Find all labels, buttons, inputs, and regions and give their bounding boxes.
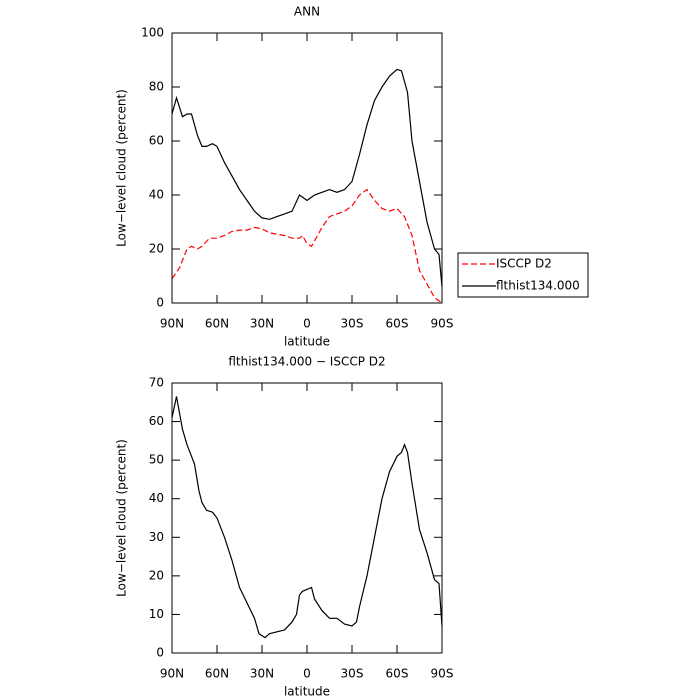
legend-label: ISCCP D2 [496,257,552,271]
x-tick-label: 60S [386,667,409,681]
x-tick-label: 30N [250,317,274,331]
x-tick-label: 0 [303,667,311,681]
y-tick-label: 20 [149,242,164,256]
x-tick-label: 90N [160,317,184,331]
legend-box [457,252,589,298]
y-tick-label: 60 [149,414,164,428]
x-tick-label: 60S [386,317,409,331]
x-axis-label: latitude [284,335,330,349]
x-tick-label: 60N [205,667,229,681]
x-tick-label: 90N [160,667,184,681]
y-tick-label: 60 [149,134,164,148]
x-tick-label: 60N [205,317,229,331]
chart-title: flthist134.000 − ISCCP D2 [228,355,385,369]
y-axis-label: Low−level cloud (percent) [115,89,129,247]
y-tick-label: 10 [149,607,164,621]
x-tick-label: 30S [341,317,364,331]
y-tick-label: 20 [149,568,164,582]
legend-label: flthist134.000 [496,279,580,293]
y-tick-label: 70 [149,376,164,390]
y-tick-label: 40 [149,491,164,505]
x-tick-label: 90S [431,317,454,331]
plot-frame [171,382,443,654]
x-tick-label: 30S [341,667,364,681]
y-tick-label: 40 [149,188,164,202]
y-tick-label: 80 [149,80,164,94]
y-tick-label: 50 [149,453,164,467]
x-tick-label: 90S [431,667,454,681]
x-axis-label: latitude [284,685,330,699]
x-tick-label: 0 [303,317,311,331]
data-line [171,188,443,304]
y-tick-label: 30 [149,530,164,544]
x-tick-label: 30N [250,667,274,681]
data-line [171,396,443,639]
plot-frame [171,32,443,304]
y-tick-label: 0 [156,296,164,310]
y-axis-label: Low−level cloud (percent) [115,439,129,597]
y-tick-label: 0 [156,646,164,660]
chart-title: ANN [294,5,320,19]
y-tick-label: 100 [141,26,164,40]
data-line [171,68,443,287]
